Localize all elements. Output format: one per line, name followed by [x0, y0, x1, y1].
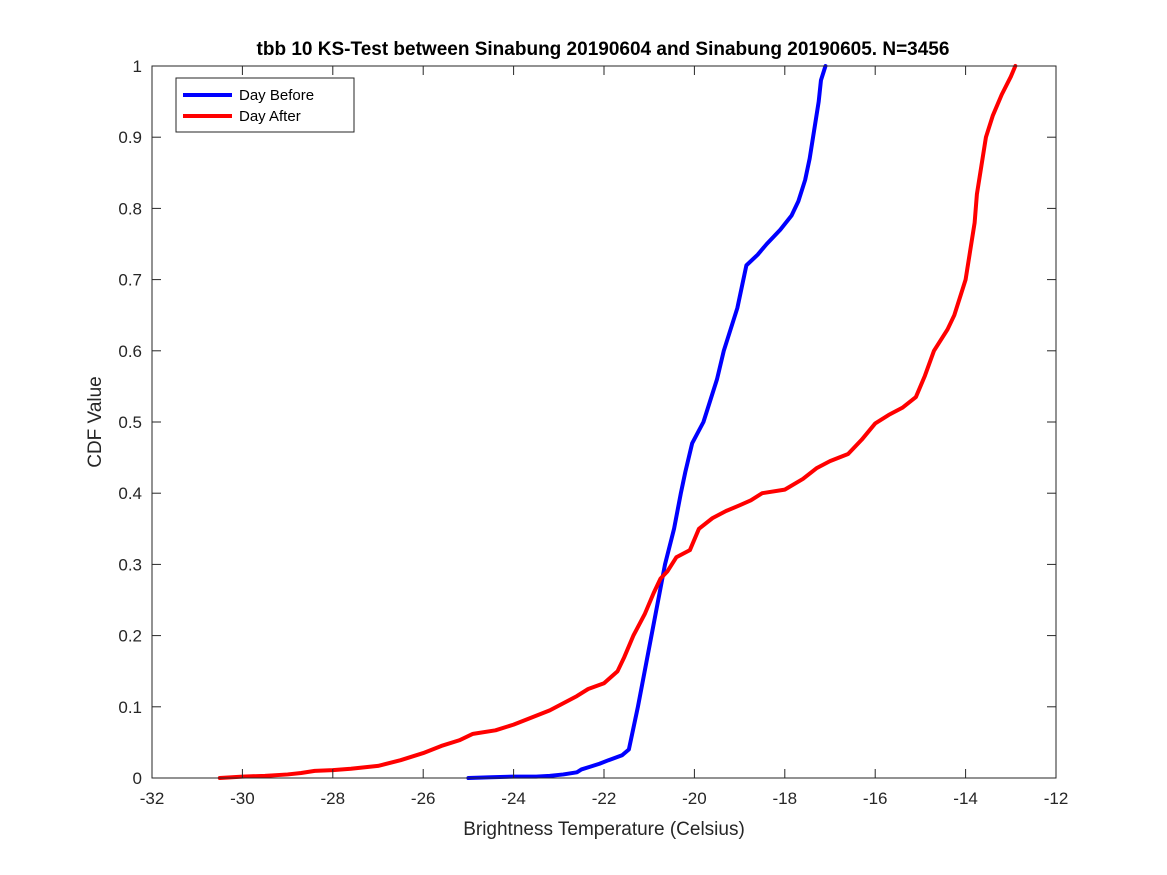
legend-label-day-after: Day After: [239, 108, 301, 125]
plot-area: [152, 66, 1056, 778]
y-tick-label: 0.4: [118, 484, 142, 503]
x-tick-label: -26: [411, 789, 436, 808]
y-tick-label: 1: [133, 57, 142, 76]
x-tick-label: -22: [592, 789, 617, 808]
series-layer: [217, 64, 1018, 780]
y-tick-label: 0: [133, 769, 142, 788]
y-axis-label: CDF Value: [85, 376, 106, 468]
series-line-day-after: [217, 64, 1018, 780]
legend: Day Before Day After: [175, 77, 355, 133]
x-tick-label: -18: [773, 789, 798, 808]
y-tick-label: 0.7: [118, 271, 142, 290]
y-tick-label: 0.3: [118, 555, 142, 574]
legend-label-day-before: Day Before: [239, 87, 314, 104]
x-tick-label: -32: [140, 789, 165, 808]
y-tick-label: 0.6: [118, 342, 142, 361]
series-line-day-before: [466, 64, 828, 780]
x-tick-label: -24: [501, 789, 526, 808]
y-tick-label: 0.5: [118, 413, 142, 432]
x-tick-label: -12: [1044, 789, 1069, 808]
y-tick-label: 0.8: [118, 199, 142, 218]
y-tick-label: 0.2: [118, 627, 142, 646]
legend-box: [175, 77, 355, 133]
x-tick-label: -28: [321, 789, 346, 808]
x-tick-label: -30: [230, 789, 255, 808]
x-tick-label: -16: [863, 789, 888, 808]
chart-title: tbb 10 KS-Test between Sinabung 20190604…: [257, 39, 950, 60]
axes-layer: -32 -30 -28 -26 -24 -22 -20 -18 -16 -14 -12 0 0.1 0.2…: [118, 57, 1068, 808]
x-tick-label: -14: [953, 789, 978, 808]
x-axis-label: Brightness Temperature (Celsius): [463, 819, 745, 840]
y-tick-label: 0.9: [118, 128, 142, 147]
x-tick-label: -20: [682, 789, 707, 808]
y-tick-label: 0.1: [118, 698, 142, 717]
